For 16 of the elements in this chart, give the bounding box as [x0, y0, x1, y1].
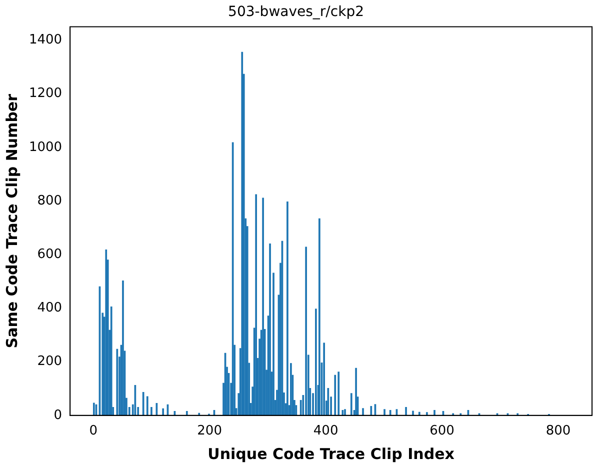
x-tick-label: 200	[197, 424, 222, 439]
x-axis-title: Unique Code Trace Clip Index	[208, 444, 455, 463]
y-axis-title: Same Code Trace Clip Number	[2, 93, 21, 348]
x-tick-label: 0	[89, 424, 98, 439]
y-tick-label: 600	[37, 246, 62, 262]
x-tick-label: 400	[313, 424, 338, 439]
y-tick-label: 0	[54, 408, 62, 423]
y-tick-label: 1400	[28, 32, 62, 48]
y-tick-label: 200	[37, 354, 62, 370]
x-tick-label: 600	[430, 424, 454, 439]
y-tick-label: 400	[37, 300, 62, 316]
y-tick-label: 1000	[28, 140, 62, 155]
x-tick-label: 800	[546, 424, 571, 439]
y-tick-label: 1200	[28, 86, 62, 102]
chart-title: 503-bwaves_r/ckp2	[228, 4, 364, 20]
y-tick-label: 800	[37, 193, 62, 208]
